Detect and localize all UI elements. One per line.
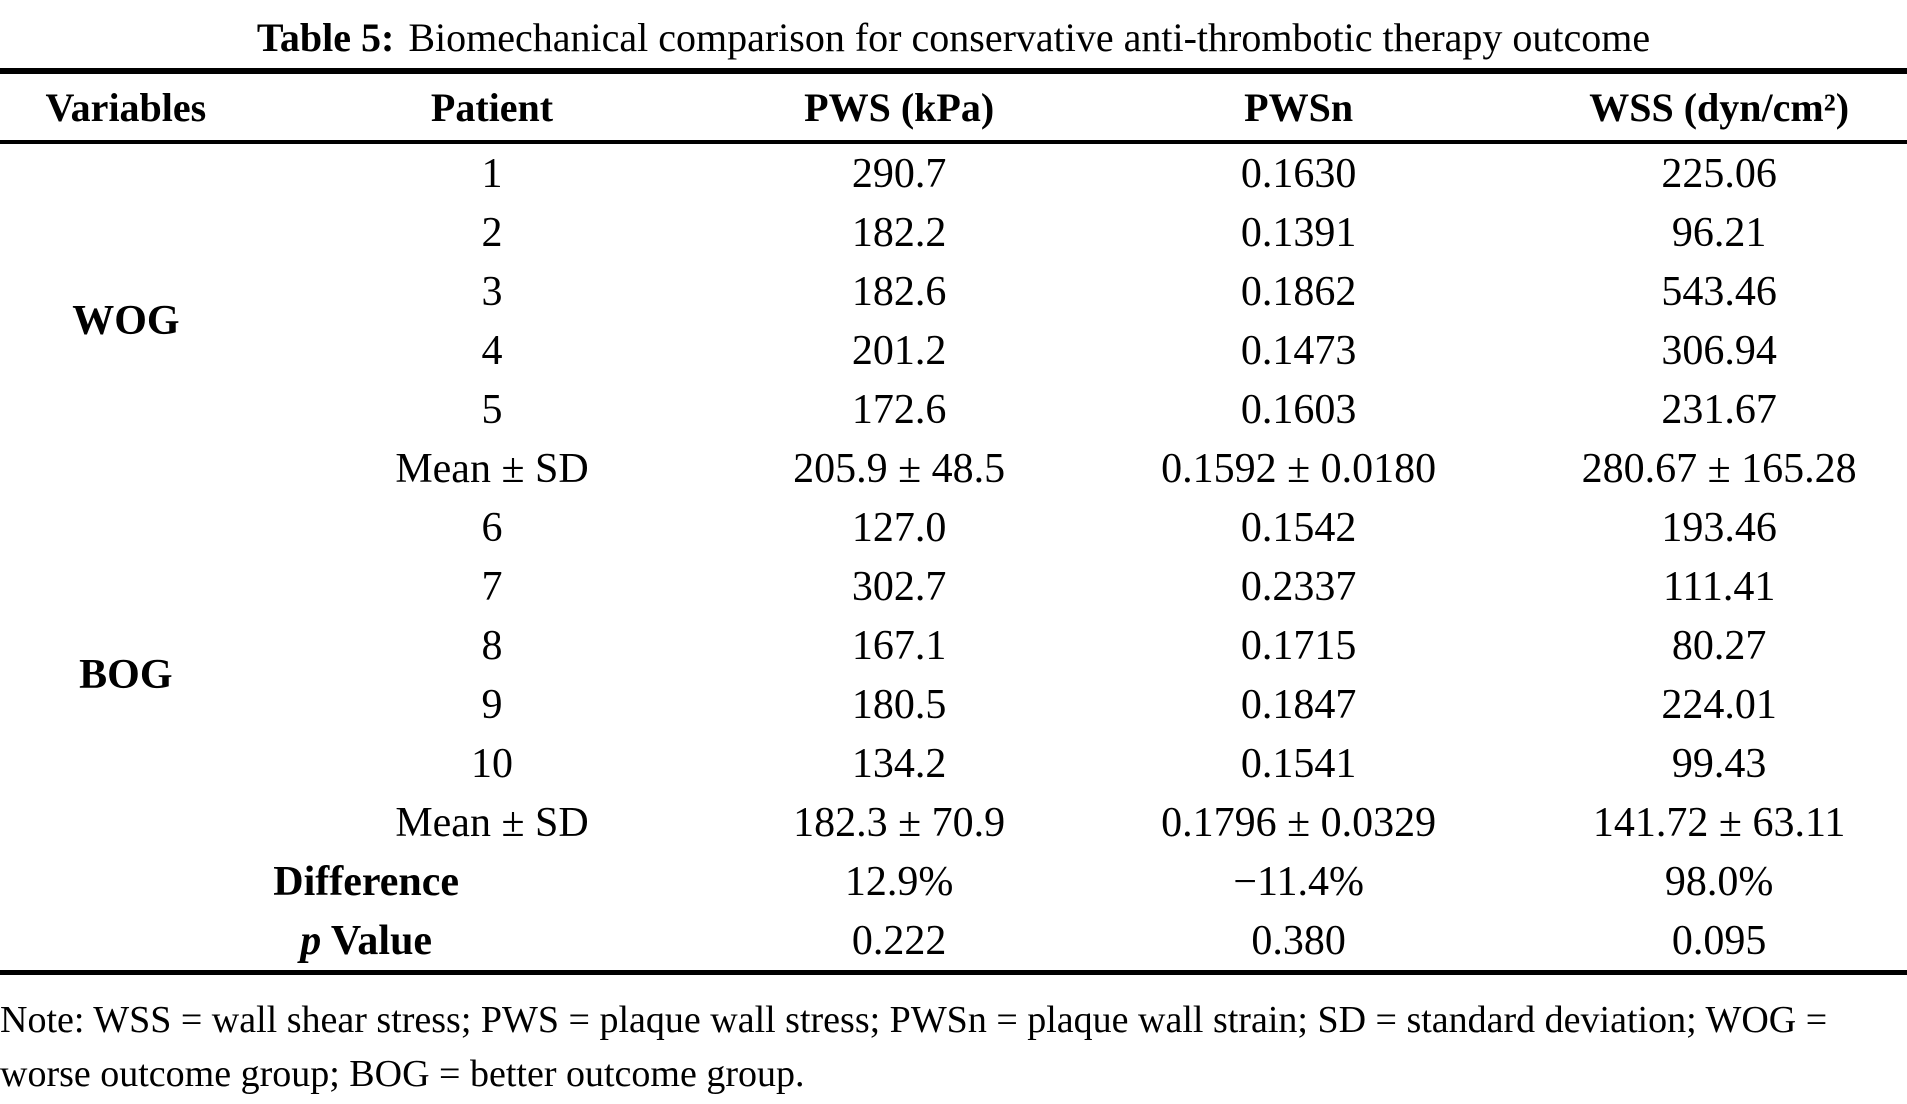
p-value-label-cell: p Value <box>0 911 732 973</box>
table-note: Note: WSS = wall shear stress; PWS = pla… <box>0 999 1828 1095</box>
pwsn-cell: 0.1603 <box>1240 386 1357 433</box>
patient-cell: 10 <box>471 740 513 787</box>
table-row: 3 182.6 0.1862 543.46 <box>0 262 1907 321</box>
pwsn-cell: 0.1391 <box>1240 209 1357 256</box>
table-row: 4 201.2 0.1473 306.94 <box>0 321 1907 380</box>
table-row: 2 182.2 0.1391 96.21 <box>0 203 1907 262</box>
wss-cell: 225.06 <box>1661 150 1777 197</box>
pwsn-cell: 0.1862 <box>1240 268 1357 315</box>
table-row: 7 302.7 0.2337 111.41 <box>0 557 1907 616</box>
table-caption-label: Table 5: <box>256 15 395 60</box>
table-caption-text: Biomechanical comparison for conservativ… <box>408 15 1651 60</box>
wss-cell: 306.94 <box>1661 327 1777 374</box>
pws-mean-cell: 182.3 ± 70.9 <box>793 799 1006 846</box>
group-label-bog: BOG <box>79 652 173 698</box>
column-header-pwsn: PWSn <box>1066 71 1532 144</box>
data-table: Variables Patient PWS (kPa) PWSn WSS (dy… <box>0 68 1907 975</box>
pws-cell: 201.2 <box>851 327 947 374</box>
mean-row: Mean ± SD 182.3 ± 70.9 0.1796 ± 0.0329 1… <box>0 793 1907 852</box>
wss-cell: 99.43 <box>1671 740 1767 787</box>
pws-cell: 172.6 <box>851 386 947 433</box>
column-header-patient: Patient <box>251 71 733 144</box>
patient-cell: 6 <box>481 504 503 551</box>
table-row: WOG 1 290.7 0.1630 225.06 <box>0 142 1907 345</box>
patient-cell: 4 <box>481 327 503 374</box>
column-header-wss: WSS (dyn/cm²) <box>1531 71 1907 144</box>
mean-label-cell: Mean ± SD <box>395 445 589 492</box>
pwsn-cell: 0.1847 <box>1240 681 1357 728</box>
column-header-pws: PWS (kPa) <box>732 71 1066 144</box>
pws-cell: 134.2 <box>851 740 947 787</box>
pws-cell: 180.5 <box>851 681 947 728</box>
wss-mean-cell: 280.67 ± 165.28 <box>1581 445 1857 492</box>
pwsn-mean-cell: 0.1592 ± 0.0180 <box>1161 445 1437 492</box>
wss-cell: 543.46 <box>1661 268 1777 315</box>
wss-difference-cell: 98.0% <box>1664 858 1774 905</box>
header-row: Variables Patient PWS (kPa) PWSn WSS (dy… <box>0 71 1907 144</box>
pws-cell: 302.7 <box>851 563 947 610</box>
patient-cell: 2 <box>481 209 503 256</box>
patient-cell: 1 <box>481 150 503 197</box>
table-row: 9 180.5 0.1847 224.01 <box>0 675 1907 734</box>
difference-row: Difference 12.9% −11.4% 98.0% <box>0 852 1907 911</box>
table-caption: Table 5: Biomechanical comparison for con… <box>0 0 1907 68</box>
pwsn-cell: 0.1473 <box>1240 327 1357 374</box>
wss-p-value-cell: 0.095 <box>1671 917 1767 964</box>
pwsn-cell: 0.1542 <box>1240 504 1357 551</box>
patient-cell: 9 <box>481 681 503 728</box>
difference-label-cell: Difference <box>273 858 460 905</box>
wss-cell: 231.67 <box>1661 386 1777 433</box>
pws-cell: 182.6 <box>851 268 947 315</box>
group-label-wog: WOG <box>72 298 180 344</box>
pwsn-cell: 0.1630 <box>1240 150 1357 197</box>
pwsn-cell: 0.2337 <box>1240 563 1357 610</box>
p-symbol: p <box>300 917 322 964</box>
p-value-row: p Value 0.222 0.380 0.095 <box>0 911 1907 973</box>
patient-cell: 8 <box>481 622 503 669</box>
wss-cell: 111.41 <box>1662 563 1776 610</box>
pwsn-mean-cell: 0.1796 ± 0.0329 <box>1161 799 1437 846</box>
wss-mean-cell: 141.72 ± 63.11 <box>1592 799 1846 846</box>
pws-cell: 182.2 <box>851 209 947 256</box>
table-row: BOG 6 127.0 0.1542 193.46 <box>0 498 1907 699</box>
table-row: 5 172.6 0.1603 231.67 <box>0 380 1907 439</box>
pws-difference-cell: 12.9% <box>844 858 954 905</box>
pws-cell: 167.1 <box>851 622 947 669</box>
patient-cell: 5 <box>481 386 503 433</box>
pws-cell: 290.7 <box>851 150 947 197</box>
pws-mean-cell: 205.9 ± 48.5 <box>793 445 1006 492</box>
mean-label-cell: Mean ± SD <box>395 799 589 846</box>
wss-cell: 193.46 <box>1661 504 1777 551</box>
pws-p-value-cell: 0.222 <box>851 917 947 964</box>
pwsn-cell: 0.1715 <box>1240 622 1357 669</box>
pwsn-difference-cell: −11.4% <box>1233 858 1364 905</box>
pwsn-p-value-cell: 0.380 <box>1251 917 1346 964</box>
wss-cell: 96.21 <box>1671 209 1767 256</box>
patient-cell: 3 <box>481 268 503 315</box>
column-header-variables: Variables <box>0 71 252 144</box>
pwsn-cell: 0.1541 <box>1240 740 1357 787</box>
patient-cell: 7 <box>481 563 503 610</box>
pws-cell: 127.0 <box>851 504 947 551</box>
table-row: 8 167.1 0.1715 80.27 <box>0 616 1907 675</box>
wss-cell: 224.01 <box>1661 681 1777 728</box>
wss-cell: 80.27 <box>1671 622 1767 669</box>
table-row: 10 134.2 0.1541 99.43 <box>0 734 1907 793</box>
mean-row: Mean ± SD 205.9 ± 48.5 0.1592 ± 0.0180 2… <box>0 439 1907 498</box>
p-value-label-text: Value <box>321 917 433 964</box>
